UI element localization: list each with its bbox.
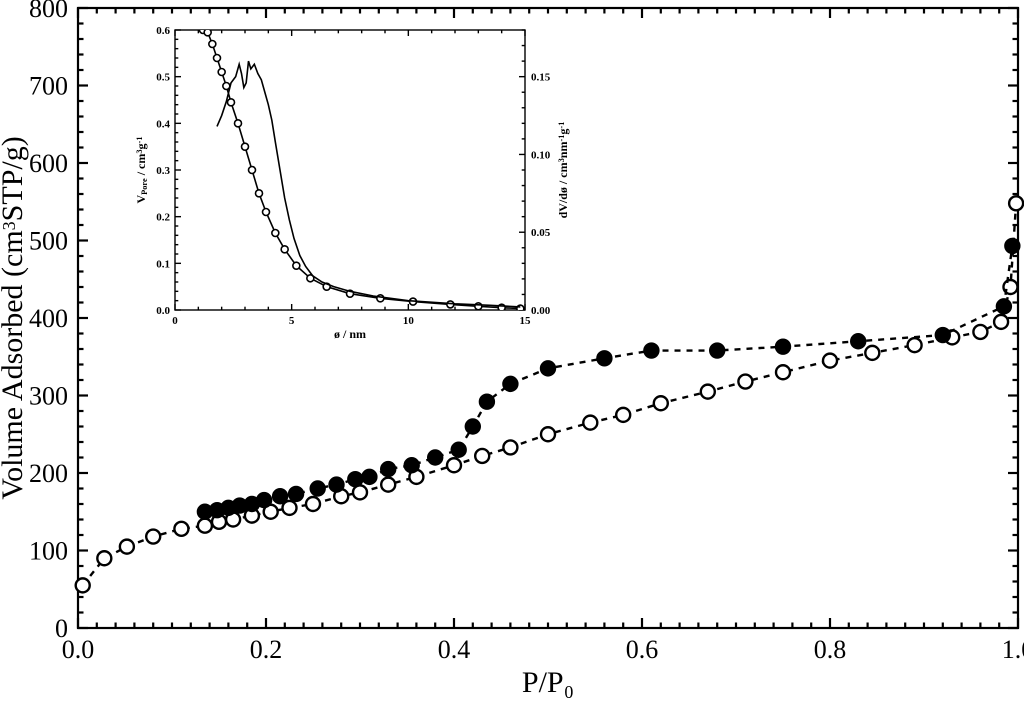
inset-yright-tick-label: 0.05 xyxy=(531,227,551,239)
inset-yleft-tick-label: 0.1 xyxy=(156,258,170,270)
main-x-tick-label: 0.4 xyxy=(438,635,471,664)
inset-x-tick-label: 10 xyxy=(403,315,415,327)
main-y-tick-label: 500 xyxy=(29,227,68,256)
main-y-tick-label: 800 xyxy=(29,0,68,23)
inset-yright-tick-label: 0.00 xyxy=(531,305,551,317)
main-x-tick-label: 0.6 xyxy=(626,635,659,664)
inset-x-tick-label: 15 xyxy=(520,315,532,327)
inset-yright-axis-label: dV/dø / cm3nm-1g-1 xyxy=(556,122,570,219)
main-y-tick-label: 200 xyxy=(29,459,68,488)
main-y-tick-label: 400 xyxy=(29,304,68,333)
main-y-tick-label: 0 xyxy=(55,614,68,643)
inset-x-tick-label: 5 xyxy=(289,315,295,327)
figure-svg: 0.00.20.40.60.81.00100200300400500600700… xyxy=(0,0,1024,712)
main-x-tick-label: 1.0 xyxy=(1002,635,1024,664)
main-x-axis-label: P/P₀ xyxy=(522,666,574,699)
main-y-tick-label: 300 xyxy=(29,382,68,411)
inset-yleft-tick-label: 0.0 xyxy=(156,305,170,317)
inset-yright-tick-label: 0.15 xyxy=(531,72,551,84)
main-x-tick-label: 0.2 xyxy=(250,635,283,664)
inset-yleft-tick-label: 0.5 xyxy=(156,72,170,84)
main-x-tick-label: 0.8 xyxy=(814,635,847,664)
main-y-tick-label: 700 xyxy=(29,72,68,101)
inset-yright-tick-label: 0.10 xyxy=(531,149,551,161)
inset-chart: 0 5 10 15 ø / nm 0.0 0.1 0.2 0.3 0.4 0.5 0.6 VPore /… xyxy=(134,25,570,341)
main-y-tick-label: 600 xyxy=(29,149,68,178)
main-y-tick-label: 100 xyxy=(29,537,68,566)
inset-yleft-tick-label: 0.3 xyxy=(156,165,170,177)
figure-root: { "main_chart": { "type": "scatter-line"… xyxy=(0,0,1024,712)
inset-x-tick-label: 0 xyxy=(172,315,178,327)
inset-x-axis-label: ø / nm xyxy=(334,327,366,341)
main-y-axis-label: Volume Adsorbed (cm3STP/g) xyxy=(0,136,29,499)
inset-yleft-tick-label: 0.4 xyxy=(156,118,170,130)
inset-yleft-tick-label: 0.2 xyxy=(156,212,170,224)
inset-yleft-axis-label: VPore / cm3g-1 xyxy=(134,136,149,203)
inset-yleft-tick-label: 0.6 xyxy=(156,25,170,37)
